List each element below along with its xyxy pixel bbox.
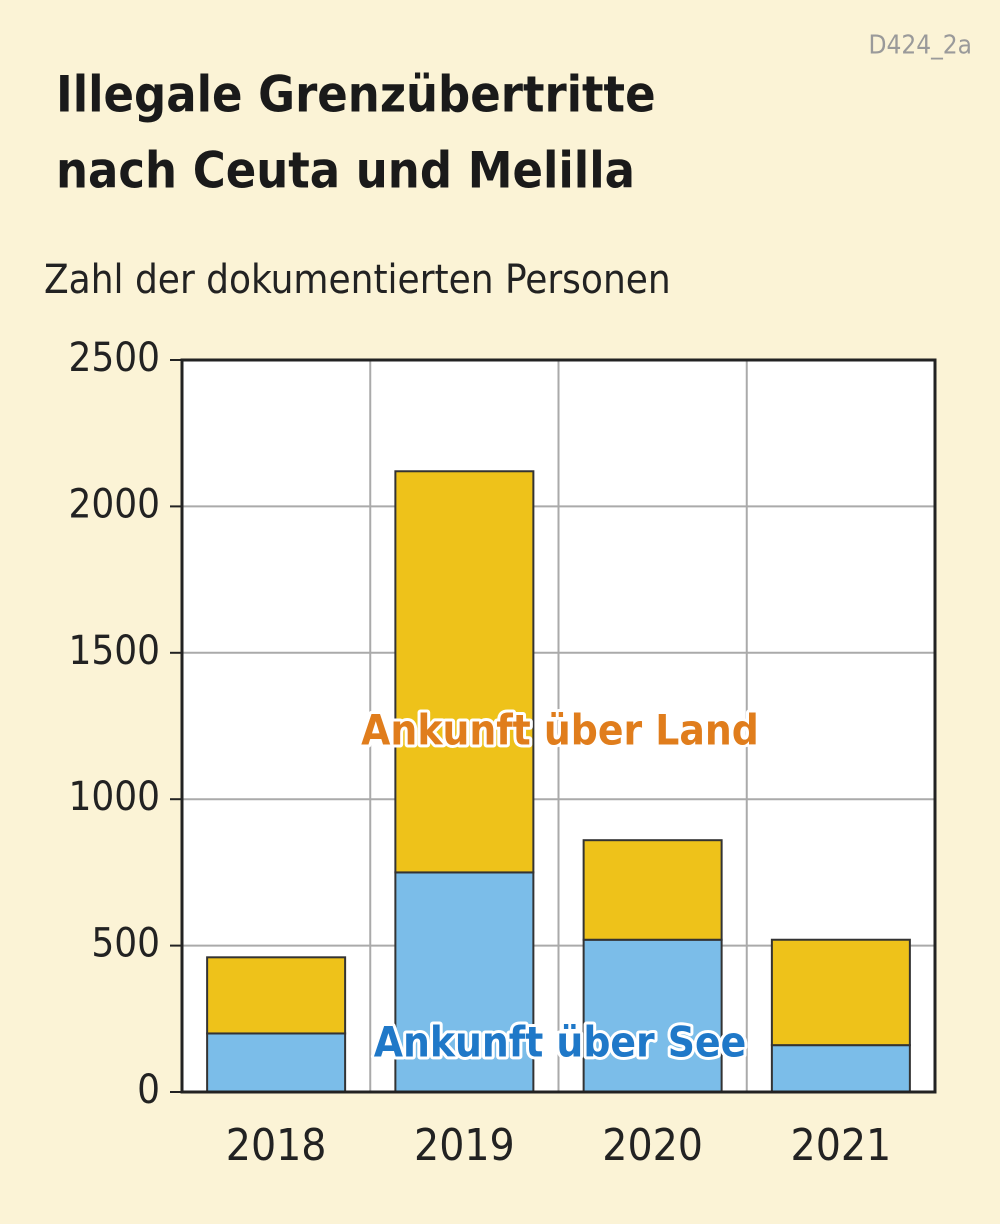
series-label: Ankunft über See (374, 1018, 747, 1067)
bar-segment (394, 871, 535, 1094)
y-tick-label: 0 (137, 1067, 160, 1113)
y-tick-label: 500 (91, 921, 160, 967)
y-tick-label: 2000 (68, 481, 160, 527)
y-tick-label: 2500 (68, 335, 160, 381)
bar-segment (582, 839, 723, 941)
bar-segment (770, 938, 911, 1047)
bar-segment (394, 470, 535, 874)
bar-segment (206, 1032, 347, 1093)
chart-subtitle: Zahl der dokumentierten Personen (44, 257, 671, 303)
plot-frame (180, 358, 937, 1094)
series-label: Ankunft über Land (361, 706, 759, 755)
x-tick-label: 2020 (602, 1120, 703, 1171)
x-tick-label: 2021 (791, 1120, 892, 1171)
chart-title: Illegale Grenzübertritte (56, 66, 656, 124)
bar-segment (770, 1044, 911, 1093)
y-tick-label: 1500 (68, 628, 160, 674)
y-tick-label: 1000 (68, 774, 160, 820)
chart-title: nach Ceuta und Melilla (56, 142, 635, 200)
x-tick-label: 2019 (414, 1120, 515, 1171)
bar-segment (206, 956, 347, 1035)
x-tick-label: 2018 (226, 1120, 327, 1171)
chart-code: D424_2a (868, 31, 972, 61)
bar-segment (582, 938, 723, 1094)
